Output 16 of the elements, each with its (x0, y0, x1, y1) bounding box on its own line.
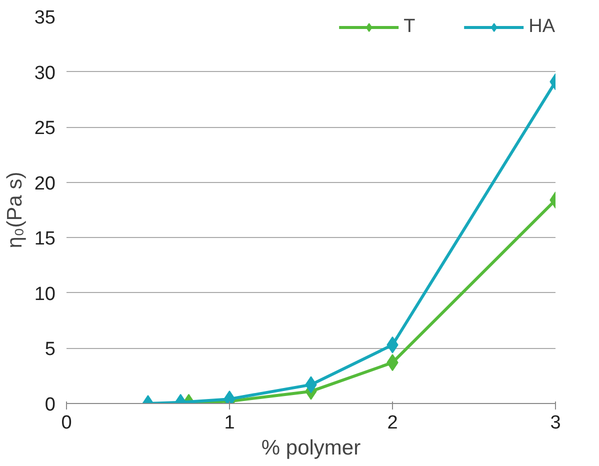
y-tick-label: 5 (44, 339, 56, 360)
y-tick-label: 10 (34, 284, 56, 305)
y-tick-label: 0 (44, 394, 56, 416)
y-tick-label: 25 (34, 118, 56, 140)
y-tick-label: 35 (34, 8, 56, 28)
x-tick-label: 2 (387, 412, 398, 434)
legend-label: HA (528, 16, 555, 38)
x-tick-label: 3 (550, 412, 561, 434)
y-tick-label: 20 (34, 173, 56, 194)
legend-label: T (404, 16, 416, 38)
x-axis-title: % polymer (261, 436, 361, 460)
x-tick-label: 1 (224, 412, 235, 434)
y-tick-label: 30 (34, 62, 56, 84)
x-tick-label: 0 (61, 412, 72, 434)
y-tick-label: 15 (34, 228, 56, 250)
y-axis-title: η₀(Pa s) (3, 172, 26, 248)
